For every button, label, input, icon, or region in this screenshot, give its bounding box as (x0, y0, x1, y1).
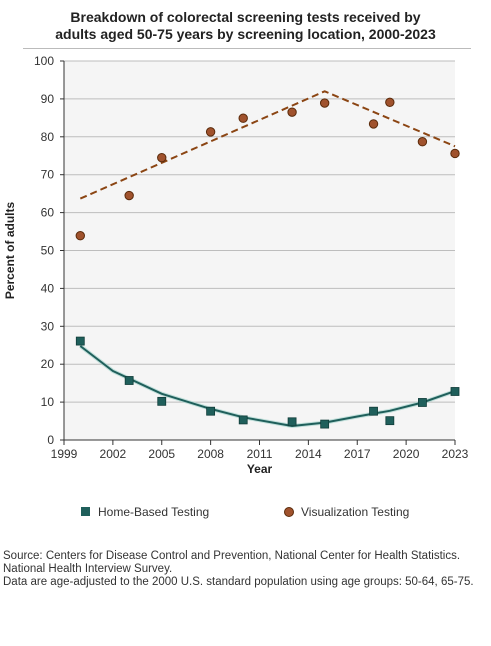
visualization-point (205, 127, 216, 137)
x-tick-label-1999: 1999 (51, 447, 78, 461)
home-based-point (287, 417, 297, 427)
y-tick-label-100: 100 (34, 54, 54, 68)
visualization-point (368, 119, 379, 129)
x-tick-label-2011: 2011 (247, 447, 273, 461)
age-adjustment-note: Data are age-adjusted to the 2000 U.S. s… (3, 576, 474, 588)
home-based-point (75, 336, 85, 346)
x-tick-label-2005: 2005 (148, 447, 175, 461)
source-citation: Source: Centers for Disease Control and … (3, 550, 461, 575)
x-tick-label-2008: 2008 (197, 447, 224, 461)
home-based-point (206, 406, 216, 416)
visualization-trend-line (79, 90, 456, 200)
home-based-point (124, 376, 134, 385)
home-based-point (385, 416, 395, 426)
visualization-point (157, 152, 167, 163)
y-tick-label-60: 60 (41, 206, 55, 220)
y-axis-title: Percent of adults (3, 202, 17, 300)
y-tick-label-80: 80 (41, 130, 55, 144)
visualization-point (450, 148, 460, 159)
y-tick-label-20: 20 (41, 357, 55, 371)
legend-item-visualization[interactable]: Visualization Testing (283, 505, 409, 519)
y-tick-label-0: 0 (47, 433, 54, 447)
visualization-point (417, 137, 428, 147)
title-divider (23, 48, 471, 49)
data-points (75, 97, 460, 429)
y-tick-label-10: 10 (41, 395, 55, 409)
y-axis-ticks: 0 10 20 30 40 50 60 70 80 90 100 (34, 54, 64, 447)
home-based-point (450, 387, 460, 396)
chart-title-line-2: adults aged 50-75 years by screening loc… (55, 26, 436, 42)
chart-area: 0 10 20 30 40 50 60 70 80 90 100 1999 2002 2005 2008 2… (3, 54, 469, 476)
home-based-point (418, 398, 427, 407)
visualization-point (287, 107, 297, 117)
x-tick-label-2020: 2020 (393, 447, 420, 461)
x-tick-label-2002: 2002 (100, 447, 127, 461)
y-tick-label-40: 40 (41, 281, 55, 295)
x-tick-label-2017: 2017 (344, 447, 371, 461)
y-tick-label-50: 50 (41, 244, 55, 258)
chart-title: Breakdown of colorectal screening tests … (20, 9, 471, 43)
x-tick-label-2014: 2014 (295, 447, 322, 461)
square-marker-icon (81, 507, 90, 516)
legend: Home-Based Testing Visualization Testing (0, 505, 491, 525)
y-tick-label-30: 30 (41, 319, 55, 333)
chart-title-line-1: Breakdown of colorectal screening tests … (70, 9, 421, 25)
visualization-point (75, 231, 85, 241)
home-based-point (157, 396, 167, 406)
circle-marker-icon (284, 507, 294, 517)
legend-item-home-based[interactable]: Home-Based Testing (80, 505, 209, 519)
visualization-point (124, 190, 134, 201)
visualization-point (319, 98, 330, 108)
gridlines (64, 60, 455, 403)
legend-label-home-based: Home-Based Testing (98, 505, 210, 519)
home-based-point (369, 406, 378, 416)
x-tick-label-2023: 2023 (442, 447, 469, 461)
source-note: Source: Centers for Disease Control and … (3, 550, 488, 589)
x-axis-title: Year (247, 462, 273, 476)
y-tick-label-90: 90 (41, 92, 55, 106)
legend-label-visualization: Visualization Testing (301, 505, 410, 519)
visualization-point (238, 113, 248, 123)
visualization-point (385, 97, 395, 108)
y-tick-label-70: 70 (41, 168, 55, 182)
x-axis-ticks: 1999 2002 2005 2008 2011 2014 2017 2020 2023 (51, 440, 469, 461)
home-based-point (320, 419, 330, 429)
home-based-point (238, 415, 248, 425)
